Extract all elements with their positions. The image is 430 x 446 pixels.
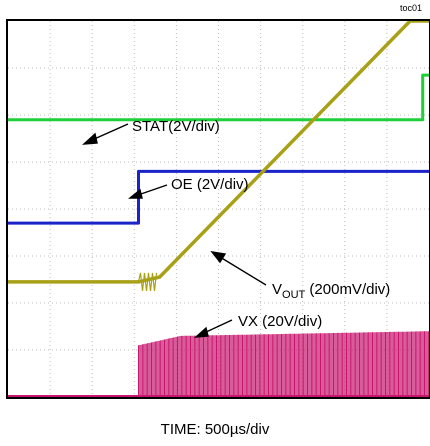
- stat-arrowhead: [82, 132, 98, 145]
- plot-frame: [6, 19, 430, 399]
- trace-stat-2v-div: [8, 73, 429, 122]
- trace-vout-ringing: [137, 272, 158, 291]
- annotation-vout: VOUT (200mV/div): [272, 281, 390, 301]
- oe-arrow: [137, 184, 168, 196]
- vx-arrow: [203, 319, 233, 334]
- stat-arrow: [91, 123, 129, 141]
- trace-v-out-200mv-div: [8, 19, 429, 284]
- vout-arrowhead: [210, 251, 227, 264]
- annotation-vout-sub: OUT: [282, 289, 306, 301]
- x-axis-label: TIME: 500µs/div: [161, 421, 270, 438]
- figure-id: toc01: [400, 3, 422, 13]
- annotation-vout-main: V: [272, 281, 282, 298]
- vx-arrowhead: [193, 326, 209, 338]
- oe-arrowhead: [128, 188, 143, 199]
- annotation-oe: OE (2V/div): [171, 176, 249, 193]
- annotation-stat: STAT(2V/div): [132, 118, 220, 135]
- annotation-vout-suffix: (200mV/div): [305, 281, 390, 298]
- vout-arrow: [219, 256, 267, 286]
- annotation-vx: VX (20V/div): [238, 313, 322, 330]
- scope-grid: [8, 21, 429, 397]
- annotation-arrows: [82, 123, 267, 338]
